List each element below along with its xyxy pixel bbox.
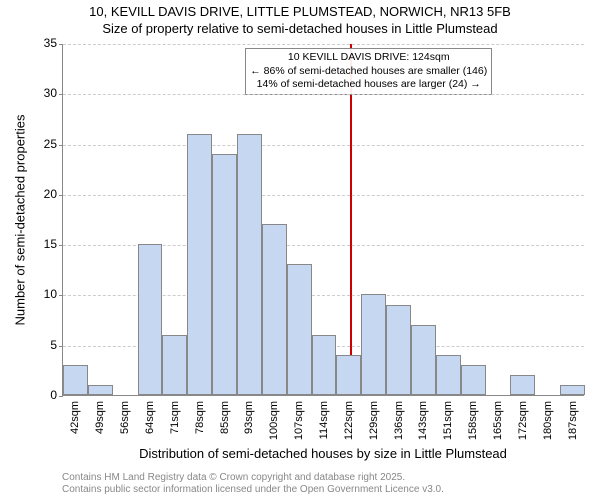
bar: [436, 355, 461, 395]
x-tick-label: 114sqm: [318, 401, 330, 439]
attribution-line2: Contains public sector information licen…: [62, 484, 444, 496]
x-tick-label: 172sqm: [517, 401, 529, 440]
x-tick-label: 42sqm: [69, 401, 81, 434]
x-tick-label: 93sqm: [243, 401, 255, 434]
bar: [162, 335, 187, 395]
bar: [312, 335, 337, 395]
x-tick-label: 151sqm: [442, 401, 454, 440]
gridline: [63, 44, 584, 45]
annotation-box: 10 KEVILL DAVIS DRIVE: 124sqm ← 86% of s…: [245, 48, 492, 95]
bar: [336, 355, 361, 395]
annotation-line3: 14% of semi-detached houses are larger (…: [250, 78, 487, 92]
y-axis-label: Number of semi-detached properties: [13, 115, 28, 326]
bar: [262, 224, 287, 395]
gridline: [63, 195, 584, 196]
x-tick-label: 56sqm: [119, 401, 131, 434]
x-axis-label: Distribution of semi-detached houses by …: [62, 446, 584, 461]
y-tick-label: 10: [44, 287, 63, 301]
y-tick-label: 25: [44, 137, 63, 151]
y-tick-label: 20: [44, 187, 63, 201]
x-tick-label: 122sqm: [343, 401, 355, 440]
bar: [411, 325, 436, 395]
annotation-line1: 10 KEVILL DAVIS DRIVE: 124sqm: [250, 51, 487, 65]
x-tick-label: 158sqm: [467, 401, 479, 440]
x-tick-label: 136sqm: [393, 401, 405, 440]
annotation-line2: ← 86% of semi-detached houses are smalle…: [250, 65, 487, 79]
chart-container: 10, KEVILL DAVIS DRIVE, LITTLE PLUMSTEAD…: [0, 0, 600, 500]
gridline: [63, 94, 584, 95]
bar: [63, 365, 88, 395]
y-tick-label: 30: [44, 86, 63, 100]
bar: [461, 365, 486, 395]
x-tick-label: 165sqm: [492, 401, 504, 440]
x-tick-label: 85sqm: [219, 401, 231, 434]
x-tick-label: 49sqm: [94, 401, 106, 434]
bar: [361, 294, 386, 395]
plot-area: 10 KEVILL DAVIS DRIVE: 124sqm ← 86% of s…: [62, 44, 584, 396]
x-tick-label: 107sqm: [293, 401, 305, 440]
x-tick-label: 71sqm: [169, 401, 181, 434]
x-tick-label: 78sqm: [194, 401, 206, 434]
attribution: Contains HM Land Registry data © Crown c…: [62, 472, 444, 496]
bar: [237, 134, 262, 395]
bar: [287, 264, 312, 395]
reference-line: [350, 44, 352, 395]
y-tick-label: 35: [44, 36, 63, 50]
x-tick-label: 143sqm: [417, 401, 429, 440]
x-tick-label: 129sqm: [368, 401, 380, 440]
attribution-line1: Contains HM Land Registry data © Crown c…: [62, 472, 444, 484]
x-tick-label: 64sqm: [144, 401, 156, 434]
y-tick-label: 5: [50, 338, 63, 352]
gridline: [63, 145, 584, 146]
bar: [88, 385, 113, 395]
bar: [138, 244, 163, 395]
x-tick-label: 100sqm: [268, 401, 280, 440]
bar: [560, 385, 585, 395]
bar: [386, 305, 411, 396]
bar: [187, 134, 212, 395]
x-tick-label: 180sqm: [542, 401, 554, 440]
x-tick-label: 187sqm: [567, 401, 579, 440]
title-main: 10, KEVILL DAVIS DRIVE, LITTLE PLUMSTEAD…: [0, 4, 600, 19]
title-sub: Size of property relative to semi-detach…: [0, 21, 600, 36]
y-tick-label: 15: [44, 237, 63, 251]
bar: [510, 375, 535, 395]
y-tick-label: 0: [50, 388, 63, 402]
bar: [212, 154, 237, 395]
